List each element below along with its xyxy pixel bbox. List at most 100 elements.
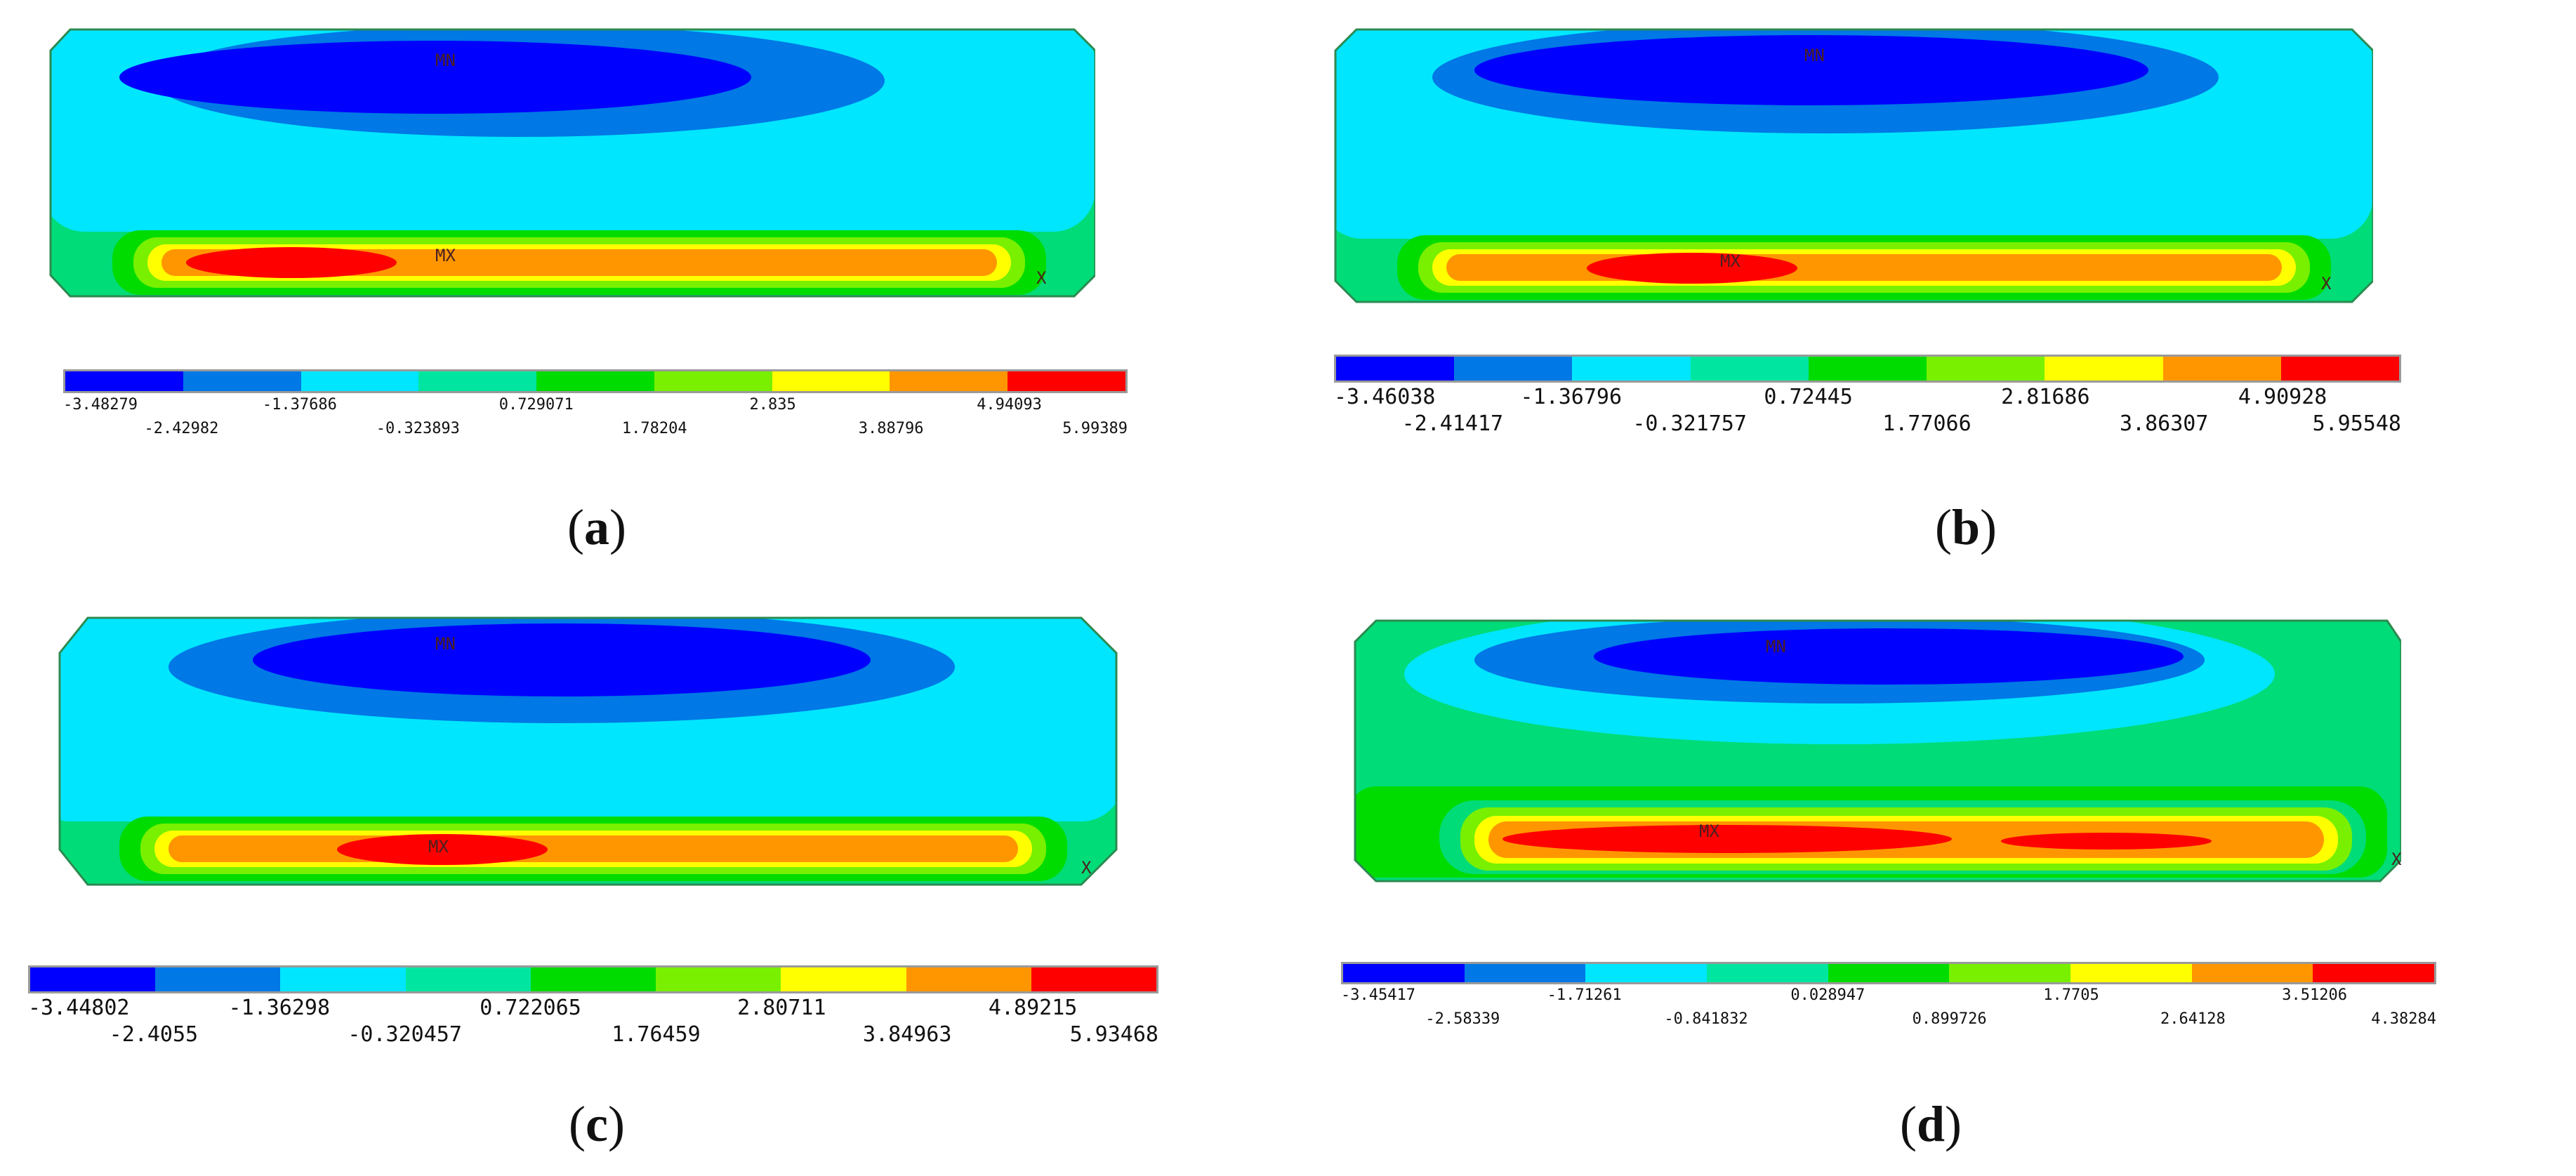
color-legend-bar (28, 965, 1158, 993)
legend-tick-label: 4.38284 (2371, 1010, 2436, 1028)
legend-tick-label: 4.94093 (977, 396, 1042, 414)
legend-tick-label: 3.88796 (858, 420, 924, 437)
legend-swatch (1707, 964, 1828, 982)
legend-tick-label: -2.41417 (1401, 411, 1504, 436)
panel-caption: (a) (567, 499, 626, 555)
legend-swatch (1585, 964, 1708, 982)
legend-swatch (536, 371, 654, 391)
legend-tick-label: 1.76459 (612, 1022, 701, 1047)
legend-ticks: -3.48279 -2.42982 -1.37686 -0.323893 0.72907… (63, 396, 1128, 452)
legend-swatch (1343, 964, 1465, 982)
panel-c: MN MX X -3.44802 -2.4055 -1.36298 -0.320457… (28, 611, 1158, 1152)
legend-tick-label: 2.80711 (737, 996, 826, 1020)
legend-swatch (654, 371, 772, 391)
legend-swatch (890, 371, 1008, 391)
legend-tick-label: 3.86307 (2120, 411, 2209, 436)
legend-tick-label: 0.729071 (498, 396, 574, 414)
legend-tick-label: 0.899726 (1912, 1010, 1987, 1028)
legend-tick-label: 1.77066 (1882, 411, 1971, 436)
panel-caption: (b) (1934, 499, 1997, 555)
axis-marker: X (1081, 858, 1092, 878)
legend-tick-label: -3.45417 (1341, 986, 1415, 1004)
stress-contour-plot-b (1334, 28, 2373, 303)
panel-d: MN MX X -3.45417 -2.58339 -1.71261 -0.84183… (1334, 611, 2436, 1152)
legend-tick-label: -3.44802 (28, 996, 130, 1020)
legend-swatch (1454, 357, 1573, 381)
legend-tick-label: 0.028947 (1790, 986, 1865, 1004)
legend-swatch (1828, 964, 1950, 982)
stress-contour-plot-a (49, 28, 1095, 298)
legend-swatch (155, 967, 281, 991)
legend-tick-label: -2.58339 (1425, 1010, 1500, 1028)
legend-swatch (65, 371, 183, 391)
legend-swatch (300, 371, 419, 391)
legend-tick-label: -2.4055 (109, 1022, 199, 1047)
legend-tick-label: 2.81686 (2001, 385, 2090, 409)
legend-tick-label: -2.42982 (144, 420, 219, 437)
axis-marker: X (2321, 274, 2332, 293)
legend-tick-label: 4.89215 (988, 996, 1078, 1020)
legend-tick-label: -1.36298 (228, 996, 331, 1020)
legend-tick-label: 1.7705 (2043, 986, 2099, 1004)
legend-tick-label: -0.323893 (376, 420, 460, 437)
legend-swatch (1927, 357, 2045, 381)
legend-tick-label: -1.36796 (1520, 385, 1623, 409)
panel-caption: (d) (1899, 1096, 1962, 1152)
legend-tick-label: 5.93468 (1069, 1022, 1158, 1047)
panel-a: MN MX X -3.48279 -2.42982 -1.37686 -0.32389… (42, 21, 1128, 555)
legend-tick-label: -0.321757 (1632, 411, 1747, 436)
legend-swatch (656, 967, 781, 991)
color-legend-bar (1334, 355, 2401, 383)
axis-marker: X (1036, 268, 1047, 288)
legend-swatch (30, 967, 156, 991)
min-marker: MN (1766, 637, 1786, 656)
max-marker: MX (1720, 251, 1741, 271)
legend-tick-label: 2.64128 (2160, 1010, 2226, 1028)
legend-ticks: -3.46038 -2.41417 -1.36796 -0.321757 0.72445… (1334, 385, 2401, 448)
legend-swatch (1336, 357, 1455, 381)
color-legend-bar (1341, 962, 2436, 984)
legend-ticks: -3.45417 -2.58339 -1.71261 -0.841832 0.02894… (1341, 986, 2436, 1043)
legend-tick-label: 4.90928 (2238, 385, 2327, 409)
legend-tick-label: -0.320457 (348, 1022, 462, 1047)
legend-tick-label: -3.48279 (63, 396, 138, 414)
legend-tick-label: 1.78204 (621, 420, 687, 437)
legend-swatch (2313, 964, 2435, 982)
legend-swatch (1949, 964, 2071, 982)
legend-swatch (1572, 357, 1691, 381)
axis-marker: X (2391, 850, 2402, 869)
legend-tick-label: 5.99389 (1062, 420, 1128, 437)
legend-swatch (2191, 964, 2313, 982)
panel-b: MN MX X -3.46038 -2.41417 -1.36796 -0.32175… (1320, 21, 2401, 555)
legend-swatch (183, 371, 301, 391)
min-marker: MN (435, 51, 456, 70)
legend-swatch (1690, 357, 1809, 381)
legend-tick-label: -1.71261 (1547, 986, 1622, 1004)
stress-contour-plot-c (58, 616, 1118, 886)
legend-tick-label: 3.51206 (2282, 986, 2348, 1004)
legend-swatch (1031, 967, 1156, 991)
legend-swatch (280, 967, 406, 991)
legend-swatch (2162, 357, 2281, 381)
legend-swatch (906, 967, 1031, 991)
legend-swatch (2070, 964, 2192, 982)
legend-swatch (530, 967, 656, 991)
legend-tick-label: 3.84963 (863, 1022, 952, 1047)
panel-caption: (c) (569, 1096, 625, 1152)
legend-swatch (2045, 357, 2163, 381)
legend-swatch (1464, 964, 1586, 982)
legend-swatch (772, 371, 890, 391)
legend-tick-label: 5.95548 (2312, 411, 2401, 436)
legend-swatch (1008, 371, 1126, 391)
color-legend-bar (63, 369, 1128, 393)
max-marker: MX (428, 837, 449, 857)
stress-contour-plot-d (1354, 619, 2401, 883)
legend-swatch (2280, 357, 2399, 381)
max-marker: MX (1699, 821, 1719, 841)
min-marker: MN (1804, 46, 1825, 65)
legend-tick-label: 0.722065 (480, 996, 581, 1020)
legend-ticks: -3.44802 -2.4055 -1.36298 -0.320457 0.722065… (28, 996, 1158, 1059)
legend-tick-label: -1.37686 (262, 396, 337, 414)
legend-swatch (1808, 357, 1927, 381)
min-marker: MN (435, 634, 456, 654)
